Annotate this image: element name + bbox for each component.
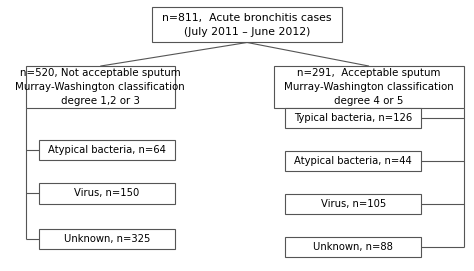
FancyBboxPatch shape [39,140,175,160]
FancyBboxPatch shape [39,183,175,204]
Text: Unknown, n=325: Unknown, n=325 [64,234,150,244]
FancyBboxPatch shape [39,229,175,249]
FancyBboxPatch shape [26,66,175,108]
Text: Typical bacteria, n=126: Typical bacteria, n=126 [294,113,412,123]
FancyBboxPatch shape [285,237,421,257]
FancyBboxPatch shape [274,66,464,108]
Text: Atypical bacteria, n=64: Atypical bacteria, n=64 [48,145,166,155]
FancyBboxPatch shape [285,108,421,128]
FancyBboxPatch shape [285,194,421,214]
Text: Atypical bacteria, n=44: Atypical bacteria, n=44 [294,156,412,166]
Text: n=291,  Acceptable sputum
Murray-Washington classification
degree 4 or 5: n=291, Acceptable sputum Murray-Washingt… [284,68,454,106]
Text: Virus, n=105: Virus, n=105 [320,199,386,209]
FancyBboxPatch shape [285,151,421,171]
Text: n=520, Not acceptable sputum
Murray-Washington classification
degree 1,2 or 3: n=520, Not acceptable sputum Murray-Wash… [16,68,185,106]
Text: Unknown, n=88: Unknown, n=88 [313,242,393,252]
Text: n=811,  Acute bronchitis cases
(July 2011 – June 2012): n=811, Acute bronchitis cases (July 2011… [163,13,332,37]
Text: Virus, n=150: Virus, n=150 [74,188,140,198]
FancyBboxPatch shape [152,7,342,43]
